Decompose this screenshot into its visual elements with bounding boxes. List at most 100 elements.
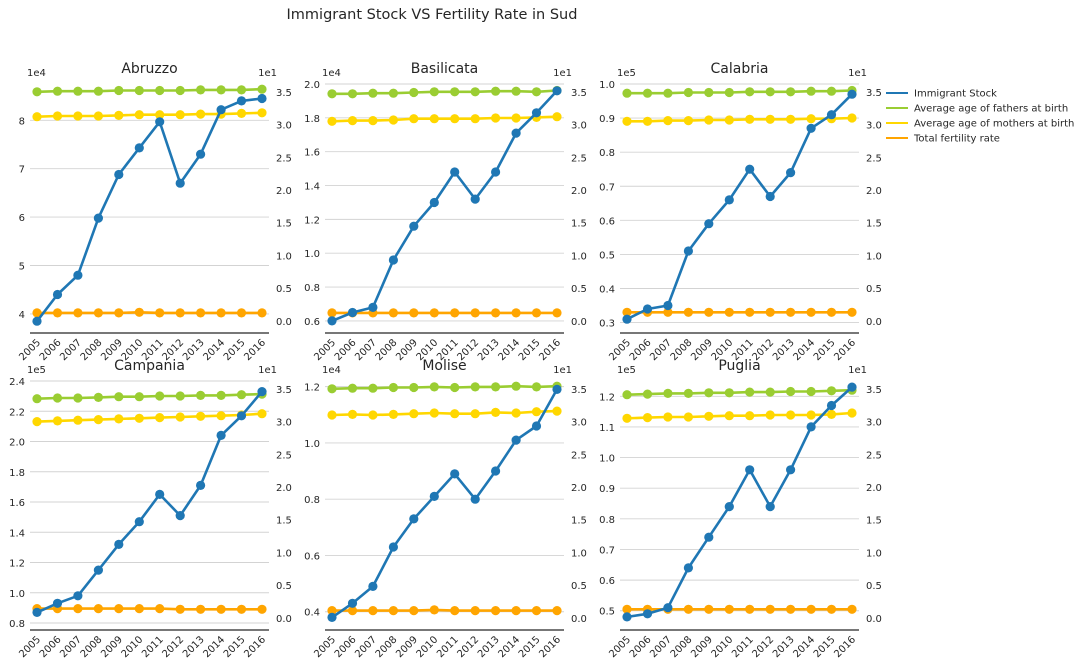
data-point [52, 598, 63, 608]
data-point [450, 409, 460, 419]
data-point [450, 382, 460, 393]
data-point [32, 607, 42, 618]
data-point [236, 604, 247, 614]
right-tick-label: 0.0 [571, 614, 587, 625]
data-point [511, 128, 521, 138]
data-point [511, 381, 521, 391]
right-tick-label: 1.5 [571, 219, 587, 230]
series-line [37, 310, 262, 315]
legend: Immigrant Stock Average age of fathers at… [886, 89, 1074, 145]
subplot-campania: Campania 1e5 1e1 0.8 1.0 1.2 1.4 1.6 1.8 2.0 2.2 2.… [9, 358, 292, 658]
data-point [236, 308, 247, 318]
data-point [196, 390, 206, 400]
data-point [73, 86, 83, 96]
right-tick-label: 3.0 [866, 121, 882, 132]
series-line [332, 608, 557, 612]
series-average-age-of-fathers-at-birth [32, 389, 267, 404]
left-tick-label: 0.9 [599, 484, 615, 495]
data-point [826, 400, 837, 411]
data-point [368, 410, 378, 420]
series-average-age-of-fathers-at-birth [622, 385, 857, 400]
data-point [429, 197, 439, 208]
data-point [450, 167, 460, 177]
data-point [511, 408, 521, 418]
data-point [216, 430, 226, 440]
data-point [134, 413, 144, 423]
subplot-title: Basilicata [411, 61, 479, 77]
data-point [52, 111, 63, 121]
data-point [257, 108, 267, 118]
x-tick-label: 2008 [374, 337, 400, 363]
series-average-age-of-mothers-at-birth [622, 113, 857, 126]
left-tick-label: 1.6 [304, 148, 320, 159]
legend-item-total-fertility-rate: Total fertility rate [886, 134, 1000, 145]
data-point [32, 112, 42, 122]
right-tick-label: 0.5 [866, 284, 882, 295]
x-tick-label: 2014 [496, 337, 522, 363]
data-point [429, 114, 439, 124]
data-point [642, 116, 653, 126]
right-axis-multiplier: 1e1 [553, 68, 572, 79]
data-point [511, 308, 521, 318]
data-point [73, 111, 83, 121]
right-tick-label: 3.0 [571, 418, 587, 429]
data-point [216, 308, 226, 318]
data-point [327, 89, 337, 99]
right-tick-label: 0.0 [276, 317, 292, 328]
right-tick-label: 2.0 [276, 186, 292, 197]
data-point [826, 307, 837, 317]
data-point [491, 86, 501, 96]
data-point [642, 304, 653, 314]
series-line [332, 89, 558, 96]
right-tick-label: 0.0 [866, 614, 882, 625]
left-tick-label: 7 [19, 165, 25, 176]
data-point [114, 539, 124, 550]
data-point [704, 307, 714, 317]
subplot-title: Abruzzo [121, 61, 177, 77]
data-point [470, 308, 480, 318]
left-tick-label: 1.1 [599, 423, 615, 434]
data-point [429, 87, 439, 97]
data-point [327, 116, 337, 126]
x-tick-label: 2005 [312, 337, 338, 363]
series-line [626, 93, 853, 321]
subplot-molise: Molise 1e4 1e1 0.4 0.6 0.8 1.0 1.2 0.0 0.5 1.0 1.5 2… [304, 358, 587, 658]
left-tick-label: 2.0 [9, 438, 25, 449]
data-point [114, 308, 124, 318]
right-tick-label: 3.5 [866, 88, 882, 99]
data-point [257, 84, 267, 94]
data-point [765, 87, 775, 97]
data-point [806, 114, 816, 124]
right-tick-label: 2.0 [276, 483, 292, 494]
left-tick-label: 0.7 [599, 182, 615, 193]
data-point [470, 114, 480, 124]
left-axis-multiplier: 1e5 [617, 365, 636, 376]
data-point [450, 606, 460, 616]
series-immigrant-stock [622, 382, 857, 622]
series-average-age-of-mothers-at-birth [32, 108, 267, 122]
data-point [409, 221, 419, 231]
right-tick-label: 2.5 [276, 450, 292, 461]
data-point [765, 502, 775, 512]
left-tick-label: 1.2 [9, 559, 25, 570]
x-tick-label: 2006 [333, 337, 359, 363]
data-point [93, 86, 103, 96]
data-point [552, 112, 562, 122]
data-point [663, 88, 673, 98]
right-tick-label: 1.5 [276, 516, 292, 527]
subplot-basilicata: Basilicata 1e4 1e1 0.6 0.8 1.0 1.2 1.4 1.6 1.8 2.0… [304, 61, 587, 363]
data-point [642, 389, 653, 399]
data-point [52, 393, 63, 403]
data-point [806, 86, 816, 96]
series-line [331, 409, 558, 417]
data-point [32, 308, 42, 318]
data-point [388, 382, 398, 393]
data-point [683, 307, 694, 317]
data-point [450, 469, 460, 479]
x-tick-label: 2015 [222, 337, 248, 363]
data-point [155, 110, 165, 120]
left-tick-label: 1.0 [599, 80, 615, 91]
left-tick-label: 1.2 [599, 392, 615, 403]
data-point [786, 87, 796, 97]
